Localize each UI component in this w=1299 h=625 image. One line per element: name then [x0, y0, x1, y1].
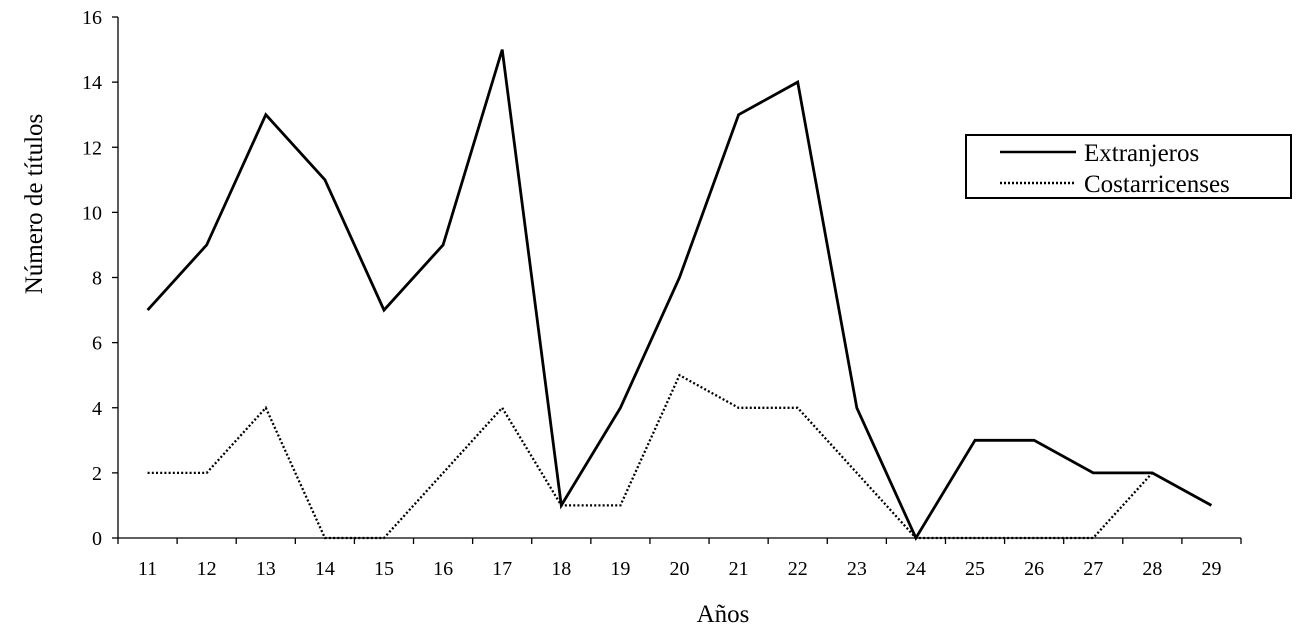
- y-tick-label: 14: [82, 72, 102, 94]
- x-tick-label: 16: [433, 558, 453, 580]
- x-axis-ticks: 11 12 13 14 15 16 17 18 19 20 21 22 23 24 25 26 27 28 29: [117, 538, 1242, 580]
- x-axis-title: Años: [697, 601, 750, 625]
- x-tick-label: 19: [610, 558, 630, 580]
- x-tick-label: 15: [374, 558, 394, 580]
- x-tick-label: 12: [197, 558, 217, 580]
- x-tick-label: 23: [847, 558, 867, 580]
- series-line-costarricenses: [147, 373, 1154, 540]
- x-tick-label: 28: [1142, 558, 1162, 580]
- x-tick-label: 13: [256, 558, 276, 580]
- y-tick-label: 8: [92, 268, 102, 290]
- y-axis-title: Número de títulos: [21, 114, 48, 295]
- x-tick-label: 17: [492, 558, 512, 580]
- legend-label-extranjeros: Extranjeros: [1084, 140, 1199, 167]
- y-tick-label: 0: [92, 528, 102, 550]
- x-tick-label: 22: [788, 558, 808, 580]
- y-axis-ticks: 0 2 4 6 8 10 12 14 16: [82, 7, 118, 550]
- y-tick-label: 4: [92, 398, 102, 420]
- legend: Extranjeros Costarricenses: [965, 134, 1292, 199]
- x-tick-label: 26: [1024, 558, 1044, 580]
- x-tick-label: 14: [315, 558, 335, 580]
- legend-box: [965, 134, 1292, 199]
- chart-series: [146, 49, 1213, 541]
- x-tick-label: 20: [670, 558, 690, 580]
- legend-label-costarricenses: Costarricenses: [1084, 171, 1230, 198]
- y-tick-label: 10: [82, 202, 102, 224]
- x-tick-label: 11: [138, 558, 157, 580]
- x-tick-label: 21: [729, 558, 749, 580]
- y-tick-label: 16: [82, 7, 102, 29]
- series-line-extranjeros: [146, 49, 1213, 541]
- x-tick-label: 29: [1201, 558, 1221, 580]
- y-tick-label: 12: [82, 137, 102, 159]
- x-tick-label: 18: [551, 558, 571, 580]
- x-tick-label: 27: [1083, 558, 1103, 580]
- x-tick-label: 24: [906, 558, 926, 580]
- y-tick-label: 6: [92, 333, 102, 355]
- x-tick-label: 25: [965, 558, 985, 580]
- y-tick-label: 2: [92, 463, 102, 485]
